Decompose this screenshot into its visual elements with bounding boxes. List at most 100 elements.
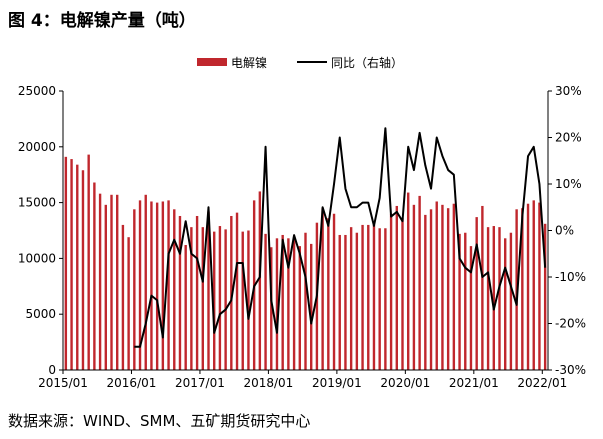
right-tick-label: 10% bbox=[555, 177, 582, 191]
bar bbox=[98, 193, 102, 370]
bar bbox=[446, 208, 450, 370]
right-tick-label: 20% bbox=[555, 131, 582, 145]
bar bbox=[486, 227, 490, 370]
bar bbox=[298, 246, 301, 370]
bar bbox=[407, 192, 410, 370]
bar bbox=[155, 202, 159, 370]
bar bbox=[412, 204, 416, 370]
bar bbox=[395, 205, 398, 370]
bar bbox=[321, 208, 324, 370]
left-tick-label: 5000 bbox=[25, 307, 56, 321]
bar bbox=[195, 215, 199, 370]
bar bbox=[429, 209, 433, 370]
legend-label-bar: 电解镍 bbox=[231, 56, 267, 70]
bar bbox=[281, 234, 284, 370]
x-tick-label: 2020/01 bbox=[380, 376, 430, 390]
right-tick-label: -20% bbox=[555, 317, 586, 331]
left-tick-label: 20000 bbox=[18, 140, 56, 154]
bar bbox=[167, 200, 170, 370]
x-tick-label: 2021/01 bbox=[449, 376, 499, 390]
left-tick-label: 25000 bbox=[18, 84, 56, 98]
bar bbox=[87, 154, 90, 370]
source-note: 数据来源：WIND、SMM、五矿期货研究中心 bbox=[8, 412, 311, 430]
right-tick-label: 30% bbox=[555, 84, 582, 98]
bar bbox=[538, 202, 541, 370]
bar bbox=[270, 247, 273, 370]
x-tick-label: 2017/01 bbox=[175, 376, 225, 390]
bar bbox=[372, 224, 376, 370]
bar bbox=[138, 200, 142, 370]
bar bbox=[292, 237, 296, 370]
bar bbox=[93, 182, 96, 370]
bar bbox=[521, 208, 524, 370]
bar bbox=[310, 243, 313, 370]
x-tick-label: 2016/01 bbox=[107, 376, 157, 390]
left-tick-label: 0 bbox=[48, 363, 56, 377]
bar bbox=[389, 213, 393, 370]
right-tick-label: -10% bbox=[555, 270, 586, 284]
bar bbox=[504, 238, 507, 370]
bar bbox=[64, 156, 68, 370]
bar bbox=[378, 228, 381, 370]
bar bbox=[384, 228, 387, 370]
bar bbox=[475, 217, 478, 370]
x-tick-label: 2019/01 bbox=[312, 376, 362, 390]
bar bbox=[401, 218, 404, 370]
bar bbox=[349, 227, 353, 370]
legend-swatch-bar bbox=[197, 58, 227, 66]
bar bbox=[418, 195, 421, 370]
right-tick-label: 0% bbox=[555, 224, 574, 238]
bar bbox=[241, 231, 244, 370]
bar bbox=[464, 232, 467, 370]
bar bbox=[452, 203, 456, 370]
bar bbox=[178, 215, 182, 370]
bar bbox=[344, 234, 347, 370]
bar bbox=[173, 209, 176, 370]
legend-label-line: 同比（右轴） bbox=[331, 55, 403, 70]
bar bbox=[355, 232, 359, 370]
bar bbox=[509, 232, 513, 370]
bar bbox=[287, 238, 290, 370]
bar bbox=[367, 224, 370, 370]
bar bbox=[110, 194, 113, 370]
bar bbox=[492, 226, 495, 370]
bar bbox=[150, 201, 153, 370]
bar bbox=[435, 201, 438, 370]
bar bbox=[207, 211, 210, 370]
bar bbox=[264, 233, 267, 370]
bar bbox=[304, 232, 307, 370]
yoy-line bbox=[134, 127, 547, 348]
bar bbox=[469, 246, 473, 370]
bar bbox=[144, 194, 147, 370]
bar bbox=[116, 194, 119, 370]
left-tick-label: 10000 bbox=[18, 251, 56, 265]
bar bbox=[543, 223, 547, 370]
x-tick-label: 2015/01 bbox=[38, 376, 88, 390]
bar bbox=[441, 204, 444, 370]
right-tick-label: -30% bbox=[555, 363, 586, 377]
bar bbox=[81, 170, 85, 370]
bar bbox=[532, 200, 535, 370]
bar bbox=[190, 227, 193, 370]
left-tick-label: 15000 bbox=[18, 196, 56, 210]
bar bbox=[76, 164, 79, 370]
bar bbox=[424, 214, 427, 370]
chart-title: 图 4：电解镍产量（吨） bbox=[8, 11, 196, 31]
bar bbox=[338, 234, 341, 370]
chart-area: 0 5000 10000 15000 20000 25000 -30% -20% -10% 0% 1… bbox=[18, 55, 586, 390]
bar bbox=[235, 212, 239, 370]
bar bbox=[70, 159, 73, 370]
bar bbox=[526, 203, 530, 370]
bar bbox=[327, 218, 330, 370]
bar bbox=[213, 231, 216, 370]
bar bbox=[458, 233, 461, 370]
bar bbox=[361, 224, 364, 370]
x-tick-label: 2022/01 bbox=[517, 376, 567, 390]
bar bbox=[275, 238, 279, 370]
bar bbox=[133, 209, 136, 370]
bar bbox=[161, 201, 165, 370]
bar bbox=[332, 213, 336, 370]
bar bbox=[247, 230, 250, 370]
bar bbox=[127, 237, 130, 370]
bar bbox=[218, 226, 222, 370]
